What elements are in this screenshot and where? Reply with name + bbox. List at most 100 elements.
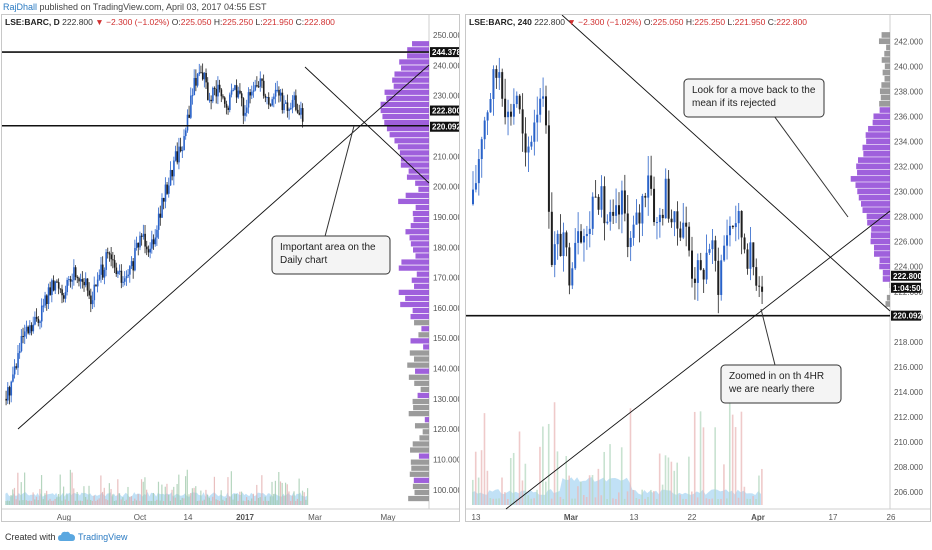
volume-bar	[217, 499, 219, 505]
candle-body	[269, 104, 272, 106]
volume-bar	[761, 468, 763, 505]
volume-profile-bar	[856, 163, 890, 170]
volume-profile-bar	[884, 75, 890, 82]
candle-body	[117, 271, 119, 275]
candle-body	[74, 267, 77, 277]
candle-body	[565, 232, 568, 248]
volume-profile-bar	[884, 63, 890, 70]
candle-body	[169, 170, 172, 186]
close-value: 222.800	[776, 17, 807, 27]
volume-profile-bar	[394, 71, 429, 77]
volume-bar	[188, 494, 190, 505]
volume-bar	[127, 486, 129, 505]
volume-bar	[146, 489, 148, 505]
volume-profile-bar	[414, 320, 429, 326]
candle-body	[179, 146, 182, 152]
volume-profile-bar	[872, 119, 890, 126]
candle-body	[229, 94, 231, 110]
tradingview-link[interactable]: TradingView	[78, 532, 128, 542]
candle-body	[49, 287, 52, 295]
candle-body	[244, 112, 246, 116]
ascending-trendline	[505, 210, 891, 510]
volume-bar	[509, 458, 512, 505]
x-tick-label: Mar	[308, 513, 322, 522]
low-label: L:	[727, 17, 735, 27]
volume-bar	[88, 485, 90, 505]
candle-body	[107, 252, 109, 254]
candle-body	[213, 87, 216, 89]
volume-bar	[661, 484, 664, 505]
y-tick-label: 200.000	[433, 183, 460, 192]
volume-bar	[480, 450, 483, 505]
candle-body	[63, 295, 65, 299]
candle-body	[550, 211, 553, 265]
candle-body	[79, 279, 82, 282]
volume-profile-bar	[886, 294, 890, 301]
volume-bar	[696, 497, 699, 505]
y-tick-label: 240.000	[433, 61, 460, 70]
candle-body	[723, 245, 726, 261]
candle-body	[679, 228, 682, 238]
candle-body	[234, 85, 236, 90]
candle-body	[198, 72, 201, 75]
volume-profile-bar	[407, 362, 429, 368]
volume-bar	[173, 486, 175, 505]
candle-body	[81, 279, 84, 282]
symbol-label: LSE:BARC, D	[5, 17, 60, 27]
y-tick-label: 130.000	[433, 395, 460, 404]
close-label: C:	[295, 17, 305, 27]
h4-chart-svg[interactable]: 242.000 240.000 238.000 236.000 234.000 232.0…	[466, 15, 931, 522]
callout-text: Zoomed in on th 4HR	[729, 371, 824, 382]
volume-bar	[210, 500, 212, 505]
candle-body	[154, 237, 157, 245]
candle-body	[486, 112, 489, 121]
candle-body	[10, 381, 13, 396]
candle-body	[259, 78, 262, 87]
candle-body	[96, 279, 99, 287]
volume-bar	[230, 471, 232, 505]
volume-profile-bar	[411, 277, 429, 283]
volume-bar	[190, 493, 192, 505]
volume-bar	[240, 491, 243, 505]
volume-bar	[743, 486, 746, 505]
candle-body	[699, 260, 702, 270]
candle-body	[673, 211, 676, 223]
callout-pointer	[760, 308, 776, 366]
volume-profile-bar	[413, 247, 429, 253]
h4-chart-panel[interactable]: LSE:BARC, 240 222.800 ▼ −2.300 (−1.02%) …	[465, 14, 931, 522]
candle-body	[290, 108, 292, 110]
candle-body	[591, 196, 594, 229]
candle-body	[218, 84, 221, 90]
volume-bar	[489, 498, 492, 505]
volume-profile-bar	[889, 282, 890, 289]
volume-bar	[492, 498, 495, 505]
volume-bar	[612, 498, 614, 505]
change-value: −2.300 (−1.02%)	[578, 17, 642, 27]
candle-body	[164, 184, 167, 202]
y-tick-label: 210.000	[433, 152, 460, 161]
candle-body	[474, 183, 477, 190]
candle-body	[749, 242, 752, 269]
candle-body	[283, 103, 285, 111]
candle-body	[726, 235, 729, 246]
candle-body	[39, 321, 41, 323]
volume-profile-bar	[389, 132, 429, 138]
daily-chart-svg[interactable]: 250.000240.000230.000220.000210.000200.0…	[2, 15, 460, 522]
volume-bar	[22, 500, 24, 505]
author-link[interactable]: RajDhall	[3, 2, 38, 12]
y-tick-label: 218.000	[894, 338, 923, 347]
candle-body	[71, 280, 74, 282]
candle-body	[127, 274, 129, 277]
candle-body	[682, 222, 685, 238]
volume-bar	[261, 475, 263, 505]
daily-chart-panel[interactable]: LSE:BARC, D 222.800 ▼ −2.300 (−1.02%) O:…	[1, 14, 460, 522]
volume-bar	[10, 495, 12, 505]
volume-bar	[300, 500, 302, 505]
y-tick-label: 216.000	[894, 363, 923, 372]
volume-profile-bar	[410, 223, 429, 229]
price-label: 1:04:50	[893, 284, 921, 293]
candle-body	[256, 85, 258, 87]
candle-body	[568, 247, 571, 286]
volume-bar	[52, 500, 55, 505]
candle-body	[83, 281, 85, 286]
